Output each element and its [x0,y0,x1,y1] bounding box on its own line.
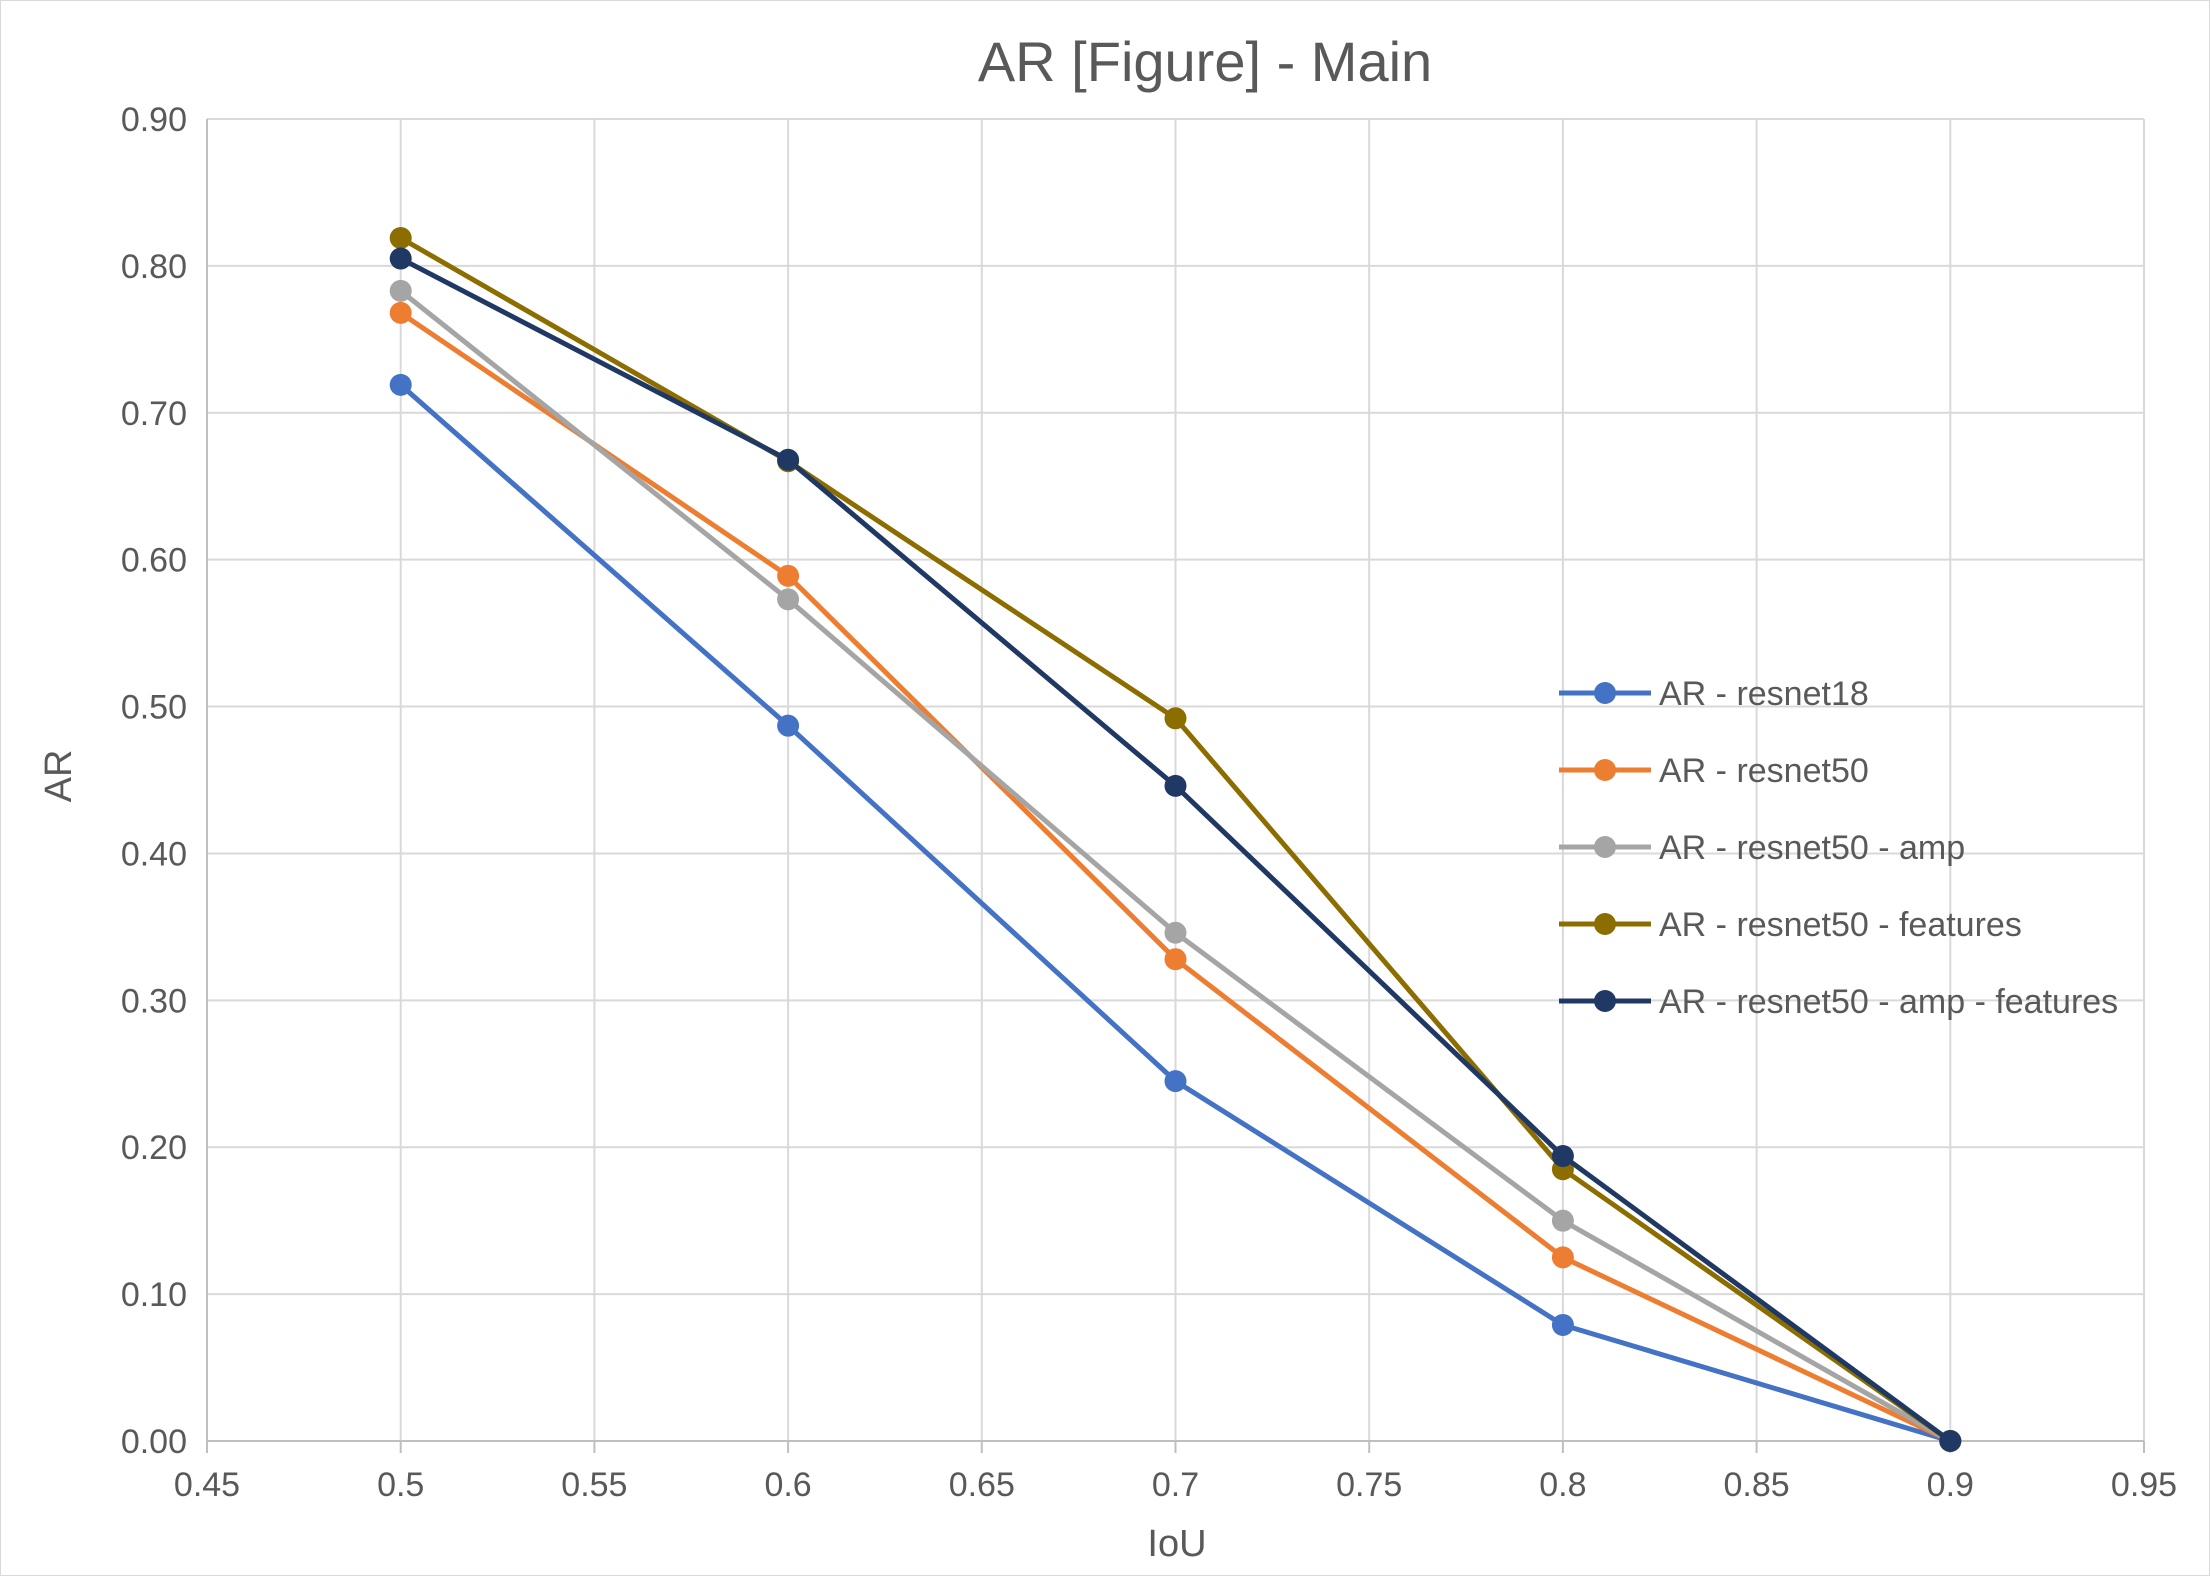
legend-swatch-marker [1594,682,1616,704]
data-point [1164,948,1187,971]
data-point [777,564,800,587]
y-tick-label: 0.90 [121,101,187,139]
x-tick-label: 0.95 [2111,1466,2177,1504]
legend-item: AR - resnet50 - amp [1559,829,1965,867]
legend-swatch-marker [1594,913,1616,935]
data-point [1939,1430,1962,1452]
y-tick-label: 0.20 [121,1129,187,1167]
tick-labels: 0.000.100.200.300.400.500.600.700.800.90… [121,101,2177,1504]
chart-title: AR [Figure] - Main [978,30,1432,93]
y-tick-label: 0.10 [121,1276,187,1314]
x-axis-title: IoU [1147,1523,1206,1565]
series-2 [389,301,1962,1452]
y-tick-label: 0.80 [121,248,187,286]
y-tick-label: 0.00 [121,1423,187,1461]
legend-label: AR - resnet50 [1659,752,1869,790]
y-tick-label: 0.70 [121,395,187,433]
data-point [389,226,412,249]
x-tick-label: 0.8 [1539,1466,1586,1504]
x-tick-label: 0.85 [1724,1466,1790,1504]
x-tick-label: 0.9 [1927,1466,1974,1504]
data-point [777,714,800,737]
y-axis-title: AR [38,750,80,803]
data-point [777,588,800,611]
data-point [1551,1145,1574,1168]
data-point [1164,1070,1187,1093]
legend-label: AR - resnet50 - features [1659,906,2022,944]
data-point [1551,1209,1574,1232]
x-tick-label: 0.75 [1336,1466,1402,1504]
x-tick-label: 0.65 [949,1466,1015,1504]
legend-label: AR - resnet50 - amp - features [1659,983,2118,1021]
legend-item: AR - resnet50 [1559,752,1869,790]
x-tick-label: 0.45 [174,1466,240,1504]
series-lines [389,226,1962,1452]
legend-swatch-marker [1594,836,1616,858]
legend-label: AR - resnet50 - amp [1659,829,1965,867]
data-point [1164,921,1187,944]
legend-swatch-marker [1594,990,1616,1012]
y-tick-label: 0.50 [121,689,187,727]
x-tick-label: 0.6 [764,1466,811,1504]
legend-label: AR - resnet18 [1659,675,1869,713]
y-tick-label: 0.30 [121,982,187,1020]
y-tick-label: 0.40 [121,835,187,873]
legend: AR - resnet18 AR - resnet50 AR - resnet50 … [1559,675,2118,1021]
x-tick-label: 0.55 [561,1466,627,1504]
legend-swatch-marker [1594,759,1616,781]
data-point [1551,1246,1574,1269]
data-point [389,301,412,324]
series-5 [389,247,1962,1452]
data-point [389,373,412,396]
legend-item: AR - resnet50 - amp - features [1559,983,2118,1021]
x-tick-label: 0.5 [377,1466,424,1504]
data-point [1164,707,1187,730]
y-tick-label: 0.60 [121,542,187,580]
data-point [389,247,412,270]
data-point [777,448,800,471]
x-tick-label: 0.7 [1152,1466,1199,1504]
data-point [1551,1313,1574,1336]
legend-item: AR - resnet18 [1559,675,1869,713]
data-point [1164,774,1187,797]
legend-item: AR - resnet50 - features [1559,906,2022,944]
data-point [389,279,412,302]
